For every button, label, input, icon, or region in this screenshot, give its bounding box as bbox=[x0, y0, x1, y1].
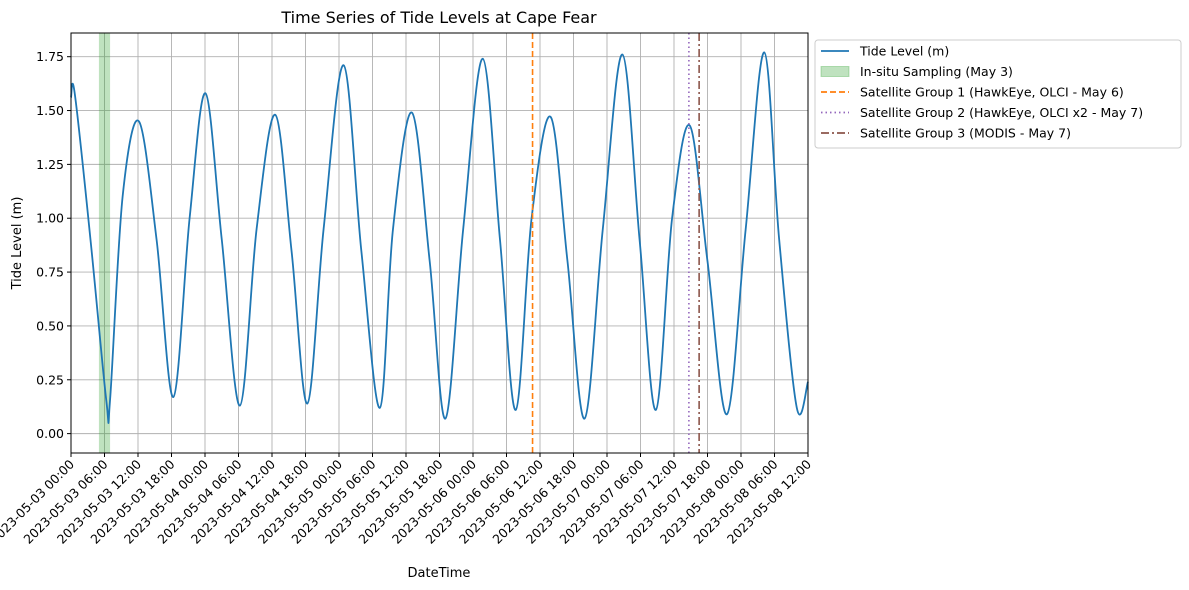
legend-in-situ-sampling-label: In-situ Sampling (May 3) bbox=[860, 64, 1013, 79]
tide-level-line bbox=[70, 51, 809, 424]
legend-tide-level-label: Tide Level (m) bbox=[859, 44, 949, 59]
in-situ-sampling-region bbox=[98, 33, 111, 453]
legend-satellite-group-2-label: Satellite Group 2 (HawkEye, OLCI x2 - Ma… bbox=[860, 105, 1143, 120]
legend-box bbox=[814, 39, 1182, 149]
y-tick-label: 1.50 bbox=[36, 103, 64, 118]
legend-satellite-group-1-label: Satellite Group 1 (HawkEye, OLCI - May 6… bbox=[860, 85, 1124, 100]
legend-in-situ-sampling: In-situ Sampling (May 3) bbox=[820, 64, 1013, 79]
y-axis-label: Tide Level (m) bbox=[10, 197, 25, 291]
y-tick-label: 0.75 bbox=[36, 265, 64, 280]
legend-satellite-group-1: Satellite Group 1 (HawkEye, OLCI - May 6… bbox=[821, 85, 1124, 100]
y-tick-label: 0.25 bbox=[36, 372, 64, 387]
x-axis-label: DateTime bbox=[408, 566, 471, 581]
tide-series bbox=[70, 51, 809, 424]
shaded-regions bbox=[98, 33, 111, 453]
legend: Tide Level (m) In-situ Sampling (May 3) Sa… bbox=[814, 39, 1182, 149]
y-axis-ticks: 0.00 0.25 0.50 0.75 1.00 1.25 1.50 1.75 bbox=[36, 49, 71, 441]
y-tick-label: 1.75 bbox=[36, 49, 64, 64]
y-tick-label: 1.25 bbox=[36, 157, 64, 172]
satellite-lines bbox=[531, 33, 700, 453]
y-tick-label: 0.50 bbox=[36, 318, 64, 333]
legend-satellite-group-2: Satellite Group 2 (HawkEye, OLCI x2 - Ma… bbox=[821, 105, 1143, 120]
grid-lines bbox=[70, 33, 809, 453]
y-tick-label: 1.00 bbox=[36, 211, 64, 226]
legend-satellite-group-3-label: Satellite Group 3 (MODIS - May 7) bbox=[860, 126, 1071, 141]
legend-tide-level: Tide Level (m) bbox=[821, 44, 949, 59]
legend-satellite-group-3: Satellite Group 3 (MODIS - May 7) bbox=[821, 126, 1071, 141]
y-tick-label: 0.00 bbox=[36, 426, 64, 441]
chart-title: Time Series of Tide Levels at Cape Fear bbox=[280, 8, 597, 27]
legend-in-situ-sampling-swatch bbox=[820, 66, 850, 77]
